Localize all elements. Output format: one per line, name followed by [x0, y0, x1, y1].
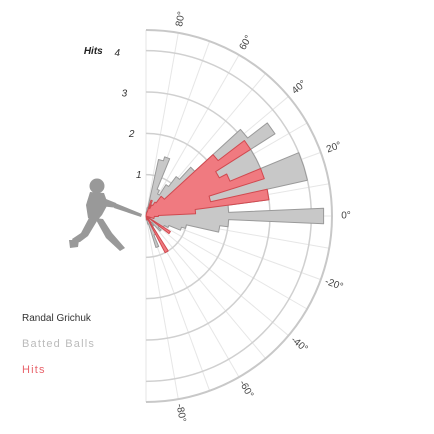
angle-tick-label: 40°: [290, 78, 309, 96]
angle-tick-label: 0°: [341, 211, 351, 222]
angle-tick-label: 20°: [325, 140, 343, 156]
spoke-line: [145, 215, 289, 336]
radial-tick-label: 3: [122, 89, 128, 100]
angle-tick-label: -80°: [174, 403, 188, 423]
angle-tick-label: 60°: [238, 34, 255, 53]
batter-silhouette-icon: [69, 178, 142, 251]
angle-tick-label: -20°: [323, 276, 344, 293]
spoke-line: [145, 215, 266, 359]
spoke-line: [145, 32, 179, 217]
radial-axis-label: Hits: [84, 46, 103, 57]
angle-tick-label: 80°: [174, 11, 187, 28]
spoke-line: [145, 215, 179, 400]
spoke-line: [145, 54, 240, 217]
spoke-line: [145, 215, 308, 310]
legend-batted-balls: Batted Balls: [22, 338, 96, 350]
legend-hits: Hits: [22, 364, 46, 376]
angle-tick-label: -60°: [237, 379, 256, 400]
radial-tick-label: 1: [136, 170, 142, 181]
angle-tick-label: -40°: [289, 335, 310, 355]
outer-ring: [145, 29, 333, 403]
hits-area: [145, 140, 270, 254]
radial-tick-label: 2: [128, 129, 135, 140]
radial-tick-label: 4: [115, 48, 121, 59]
hits-series: [145, 140, 270, 254]
legend-player-name: Randal Grichuk: [22, 313, 91, 324]
